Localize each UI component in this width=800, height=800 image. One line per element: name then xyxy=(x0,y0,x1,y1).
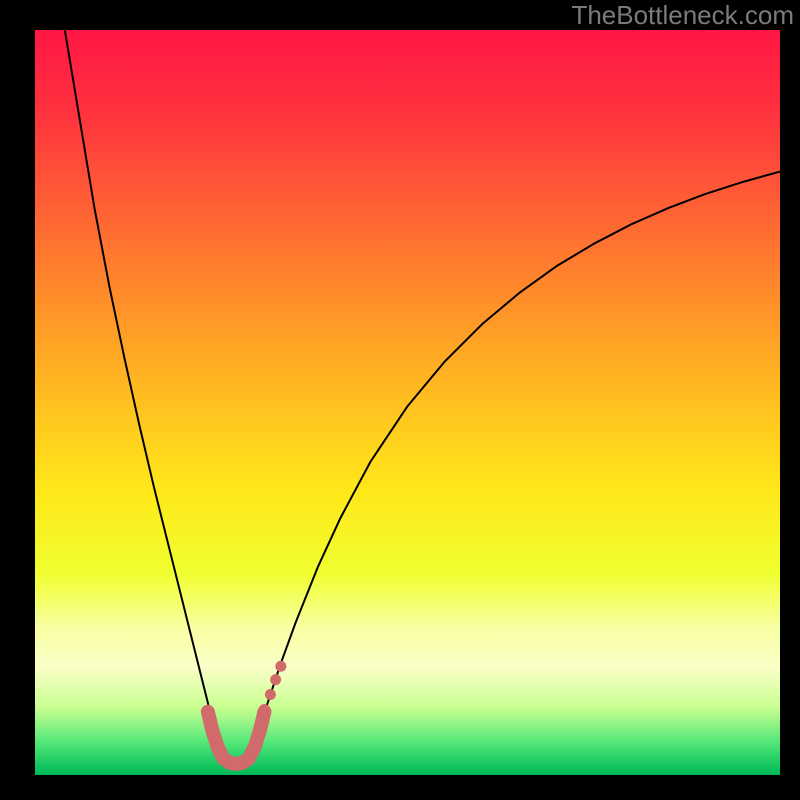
watermark-text: TheBottleneck.com xyxy=(571,0,794,31)
chart-background xyxy=(35,30,780,775)
optimal-zone-dot xyxy=(265,689,276,700)
optimal-zone-dot xyxy=(270,674,281,685)
optimal-zone-dot xyxy=(259,704,270,715)
optimal-zone-dot xyxy=(275,661,286,672)
bottleneck-chart xyxy=(35,30,780,775)
plot-area xyxy=(35,30,780,775)
